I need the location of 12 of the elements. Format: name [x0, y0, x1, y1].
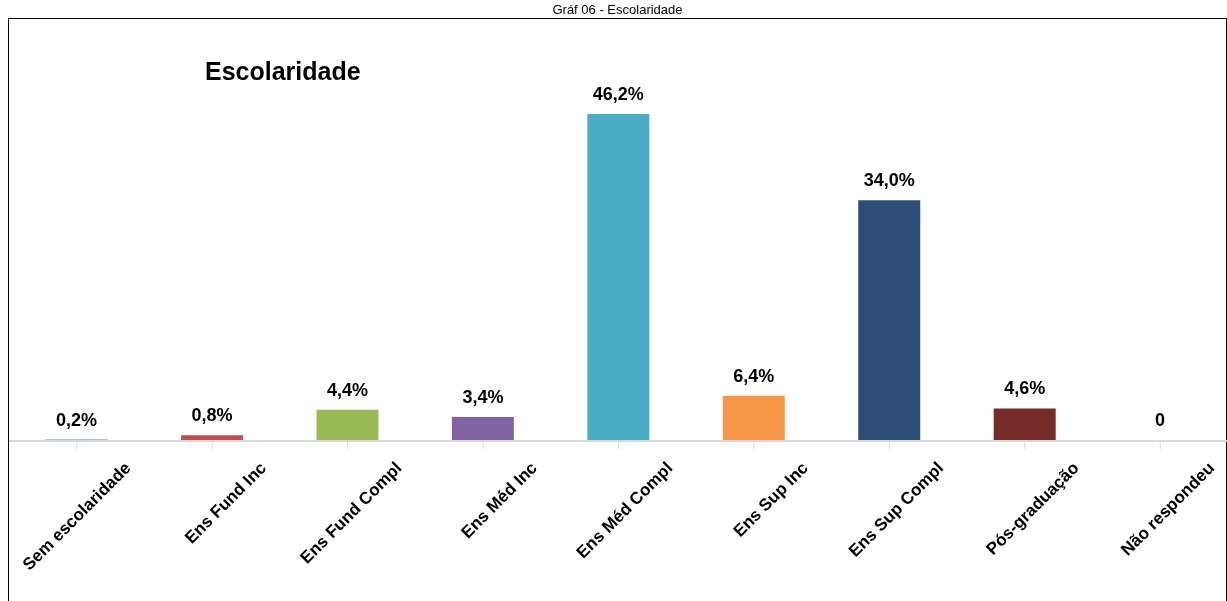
data-label: 4,6%	[1004, 378, 1046, 399]
chart-title: Escolaridade	[205, 57, 361, 86]
data-label: 46,2%	[592, 84, 644, 104]
data-label: 6,4%	[733, 365, 775, 386]
text: Gráf 06 - Escolaridade	[551, 2, 684, 17]
data-label: 3,4%	[462, 386, 504, 407]
data-label: 0	[1155, 410, 1166, 430]
data-label: 34,0%	[863, 170, 915, 191]
data-label: 0,2%	[56, 409, 98, 430]
x-tick-label: Ens Sup Inc	[729, 458, 812, 541]
data-label: 0,8%	[191, 405, 233, 426]
data-label: 4,4%	[326, 379, 368, 400]
